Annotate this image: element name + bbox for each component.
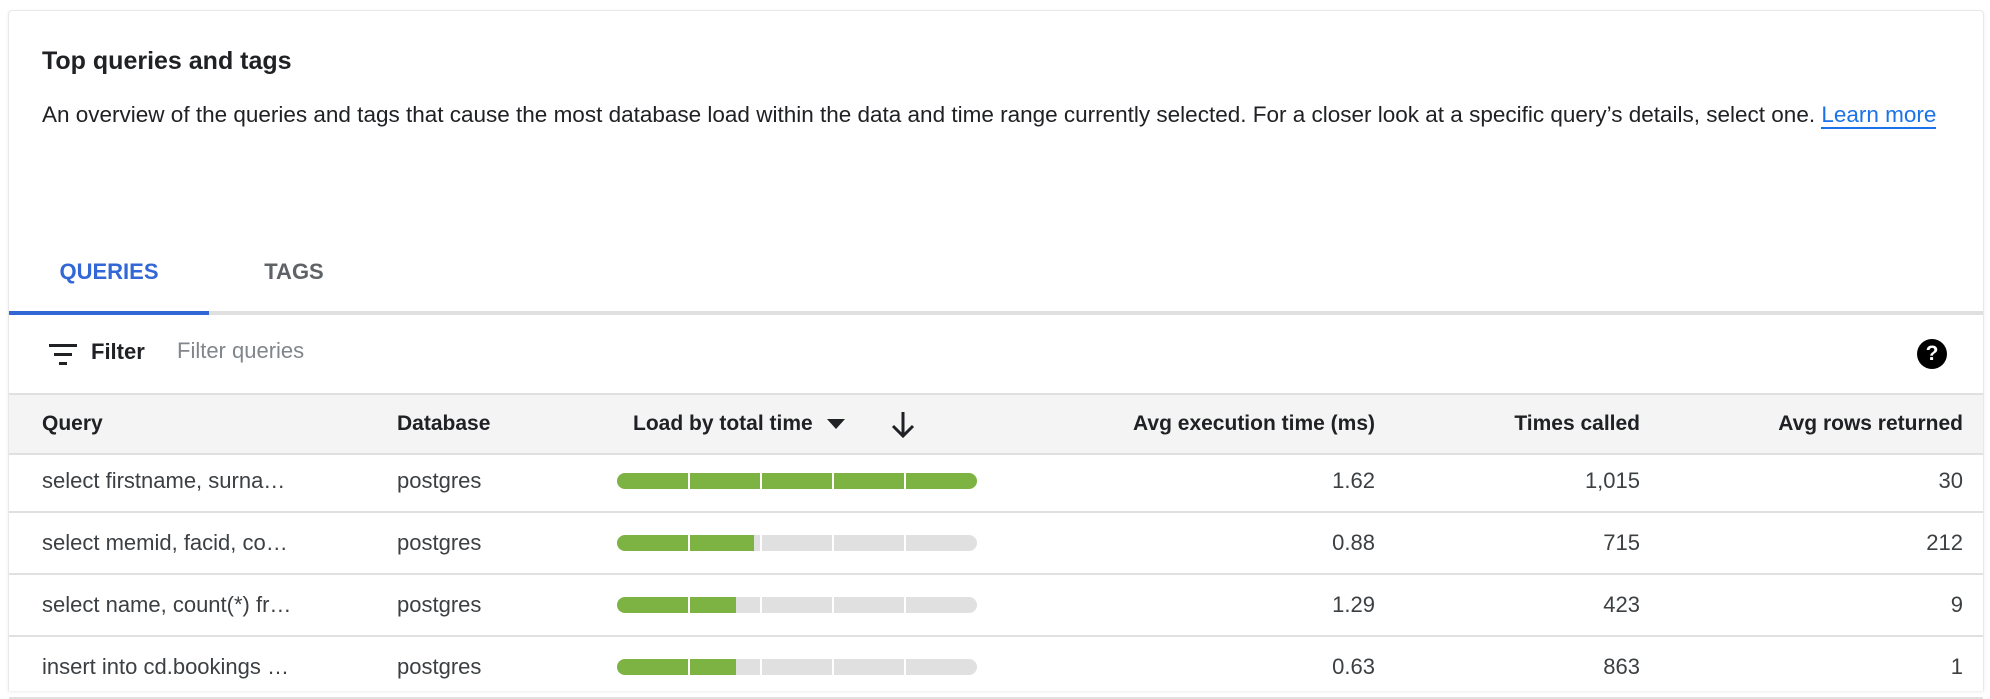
load-bar-divider [904, 473, 906, 489]
table-row[interactable]: select firstname, surna… postgres 1.62 1,01… [9, 451, 1983, 513]
column-header-database[interactable]: Database [397, 412, 491, 435]
load-bar-divider [832, 535, 834, 551]
load-bar-fill [617, 659, 736, 675]
load-bar [617, 473, 977, 489]
database-cell: postgres [397, 530, 482, 555]
table-row[interactable]: select name, count(*) fr… postgres 1.29 423… [9, 575, 1983, 637]
load-bar-divider [688, 659, 690, 675]
column-header-avg-exec[interactable]: Avg execution time (ms) [1133, 412, 1375, 435]
card-description: An overview of the queries and tags that… [42, 95, 1962, 135]
avg-exec-cell: 0.63 [1332, 654, 1375, 679]
card-title: Top queries and tags [42, 47, 292, 75]
column-header-times-called[interactable]: Times called [1514, 412, 1640, 435]
database-cell: postgres [397, 592, 482, 617]
load-bar [617, 659, 977, 675]
query-cell[interactable]: insert into cd.bookings … [42, 654, 290, 679]
filter-bar: Filter ? [9, 315, 1983, 393]
avg-rows-cell: 1 [1950, 654, 1963, 679]
avg-rows-cell: 30 [1938, 468, 1963, 493]
query-cell[interactable]: select firstname, surna… [42, 468, 286, 493]
load-column-label: Load by total time [633, 412, 813, 435]
query-cell[interactable]: select name, count(*) fr… [42, 592, 292, 617]
load-bar-divider [904, 535, 906, 551]
tab-tags[interactable]: TAGS [264, 259, 324, 284]
load-bar [617, 535, 977, 551]
times-called-cell: 1,015 [1584, 468, 1640, 493]
load-bar-divider [688, 597, 690, 613]
load-bar-divider [760, 597, 762, 613]
load-bar-divider [760, 535, 762, 551]
query-cell[interactable]: select memid, facid, co… [42, 530, 288, 555]
column-header-query[interactable]: Query [42, 412, 103, 435]
load-bar-divider [832, 473, 834, 489]
filter-icon[interactable] [49, 344, 77, 366]
table-row[interactable]: select memid, facid, co… postgres 0.88 715 2… [9, 513, 1983, 575]
load-bar-divider [832, 659, 834, 675]
tab-bar: QUERIES TAGS [9, 241, 1983, 315]
filter-label: Filter [91, 339, 145, 364]
times-called-cell: 715 [1603, 530, 1640, 555]
avg-exec-cell: 0.88 [1332, 530, 1375, 555]
dropdown-caret-icon[interactable] [826, 419, 845, 430]
load-bar-fill [617, 473, 977, 489]
times-called-cell: 423 [1603, 592, 1640, 617]
load-bar-fill [617, 535, 754, 551]
avg-rows-cell: 212 [1926, 530, 1963, 555]
sort-descending-arrow-icon[interactable] [890, 410, 916, 440]
column-header-avg-rows[interactable]: Avg rows returned [1778, 412, 1963, 435]
load-bar-divider [904, 659, 906, 675]
database-cell: postgres [397, 654, 482, 679]
load-bar-divider [760, 473, 762, 489]
load-bar-fill [617, 597, 736, 613]
avg-exec-cell: 1.29 [1332, 592, 1375, 617]
filter-input[interactable] [175, 337, 979, 365]
load-bar-divider [904, 597, 906, 613]
load-bar [617, 597, 977, 613]
database-cell: postgres [397, 468, 482, 493]
avg-exec-cell: 1.62 [1332, 468, 1375, 493]
tab-queries[interactable]: QUERIES [9, 241, 209, 315]
avg-rows-cell: 9 [1950, 592, 1963, 617]
load-bar-divider [688, 535, 690, 551]
load-bar-divider [760, 659, 762, 675]
help-icon[interactable]: ? [1917, 339, 1947, 369]
table-header: Query Database Load by total time Avg ex… [9, 393, 1983, 455]
column-header-load[interactable]: Load by total time [633, 395, 845, 453]
load-bar-divider [832, 597, 834, 613]
load-bar-divider [688, 473, 690, 489]
description-text: An overview of the queries and tags that… [42, 102, 1816, 127]
times-called-cell: 863 [1603, 654, 1640, 679]
learn-more-link[interactable]: Learn more [1821, 102, 1937, 129]
top-queries-card: Top queries and tags An overview of the … [8, 10, 1984, 699]
